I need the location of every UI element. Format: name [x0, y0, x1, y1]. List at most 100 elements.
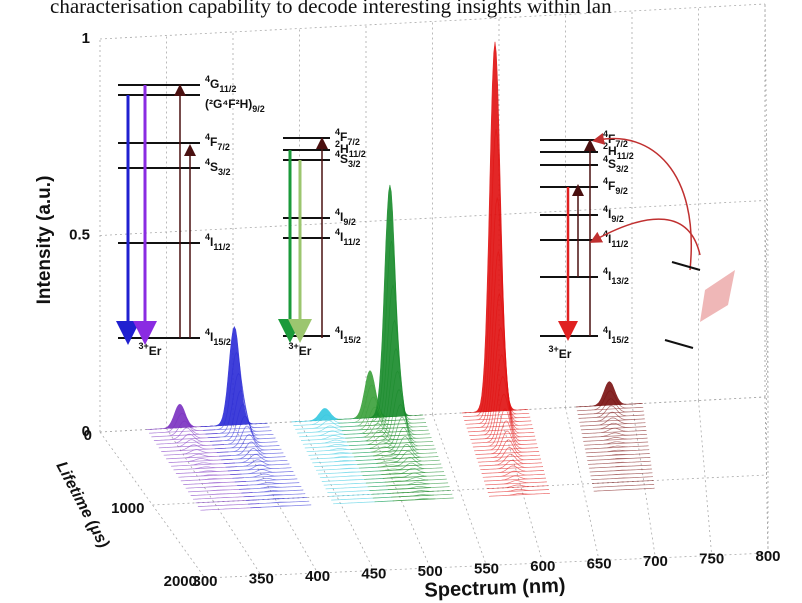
energy-transfer-curve — [589, 218, 701, 256]
level-label: 4I11/2 — [603, 229, 628, 249]
x-tick-label: 800 — [755, 548, 780, 565]
decay-trace — [359, 284, 427, 427]
term: I — [608, 207, 611, 221]
decay-trace — [472, 408, 538, 448]
x-tick-label: 450 — [361, 565, 386, 582]
decay-trace — [392, 497, 454, 502]
decay-trace — [578, 405, 645, 419]
decay-trace — [368, 404, 433, 446]
energy-transfer-curve — [592, 132, 692, 271]
decay-trace — [592, 480, 654, 484]
decay-trace — [236, 482, 300, 487]
decay-trace — [216, 434, 282, 453]
decay-trace — [479, 453, 543, 467]
decay-trace — [475, 430, 540, 455]
decay-trace — [474, 420, 539, 452]
level-label: 4S3/2 — [603, 154, 629, 174]
decay-trace — [588, 460, 651, 465]
term: (²G⁴F²H) — [205, 97, 252, 111]
term: Er — [559, 347, 572, 361]
subscript: 9/2 — [252, 104, 265, 114]
x-tick-label: 750 — [699, 550, 724, 567]
header-text: characterisation capability to decode in… — [50, 0, 612, 18]
decay-trace — [381, 467, 445, 476]
level-label: (²G⁴F²H)9/2 — [205, 97, 265, 114]
level-label: 4S3/2 — [205, 157, 231, 177]
decay-trace — [583, 437, 648, 442]
grid-line — [565, 407, 600, 561]
term: I — [340, 230, 343, 244]
superscript: 4 — [603, 129, 608, 139]
y-tick-label: 0 — [84, 427, 92, 444]
decay-trace — [250, 504, 312, 509]
peak — [461, 41, 529, 414]
peak — [201, 325, 268, 427]
subscript: 9/2 — [611, 214, 624, 224]
decay-trace — [377, 456, 442, 468]
decay-trace — [476, 439, 541, 459]
decay-trace — [225, 459, 290, 468]
decay-trace — [391, 493, 453, 498]
level-label: 2H11/2 — [335, 139, 366, 159]
peak — [576, 381, 643, 408]
term: H — [340, 142, 349, 156]
term: Er — [149, 344, 162, 358]
decay-trace — [585, 449, 650, 454]
decay-trace — [221, 448, 286, 461]
decay-trace — [485, 480, 547, 486]
term: F — [608, 179, 615, 193]
superscript: 4 — [603, 266, 608, 276]
grid-line — [764, 200, 769, 406]
x-tick-label: 550 — [474, 560, 499, 577]
decay-trace — [584, 441, 649, 446]
z-tick-label: 0.5 — [69, 226, 90, 243]
superscript: 3+ — [549, 344, 559, 354]
decay-trace — [465, 251, 532, 425]
decay-trace — [488, 492, 550, 497]
decay-trace — [387, 486, 450, 491]
decay-trace — [230, 469, 294, 475]
superscript: 4 — [603, 154, 608, 164]
decay-trace — [364, 370, 431, 438]
subscript: 3/2 — [616, 164, 629, 174]
decay-trace — [156, 433, 222, 445]
decay-trace — [389, 490, 451, 494]
x-tick-label: 300 — [192, 573, 217, 590]
x-tick-label: 400 — [305, 568, 330, 585]
subscript: 3/2 — [348, 159, 361, 169]
decay-trace — [373, 436, 438, 457]
superscript: 4 — [335, 127, 340, 137]
superscript: 4 — [205, 132, 210, 142]
decay-trace — [239, 485, 302, 490]
ion-label: 3+Er — [139, 341, 162, 358]
level-label: 4I11/2 — [205, 232, 230, 252]
grid-line — [698, 400, 713, 556]
subscript: 11/2 — [349, 149, 366, 159]
subscript: 7/2 — [347, 137, 360, 147]
x-tick-label: 500 — [418, 563, 443, 580]
subscript: 11/2 — [219, 84, 236, 94]
x-tick-label: 700 — [643, 553, 668, 570]
y-axis-title: Lifetime (μs) — [52, 459, 112, 551]
superscript: 4 — [205, 232, 210, 242]
subscript: 11/2 — [617, 151, 634, 161]
level-label: 4I13/2 — [603, 266, 629, 286]
decay-trace — [582, 432, 648, 438]
yb-level — [671, 261, 701, 271]
decay-trace — [227, 464, 292, 472]
decay-trace — [487, 488, 549, 493]
z-tick-label: 1 — [82, 30, 90, 47]
decay-trace — [297, 425, 363, 434]
yb-excitation — [700, 270, 735, 322]
superscript: 4 — [335, 325, 340, 335]
term: I — [210, 235, 213, 249]
subscript: 15/2 — [611, 335, 629, 345]
decay-trace — [584, 445, 649, 450]
z-axis-title: Intensity (a.u.) — [34, 176, 55, 305]
superscript: 4 — [205, 74, 210, 84]
decay-trace — [579, 411, 645, 423]
term: I — [608, 232, 611, 246]
level-label: 4I9/2 — [335, 207, 356, 227]
decay-trace — [232, 473, 296, 479]
term: G — [210, 77, 219, 91]
